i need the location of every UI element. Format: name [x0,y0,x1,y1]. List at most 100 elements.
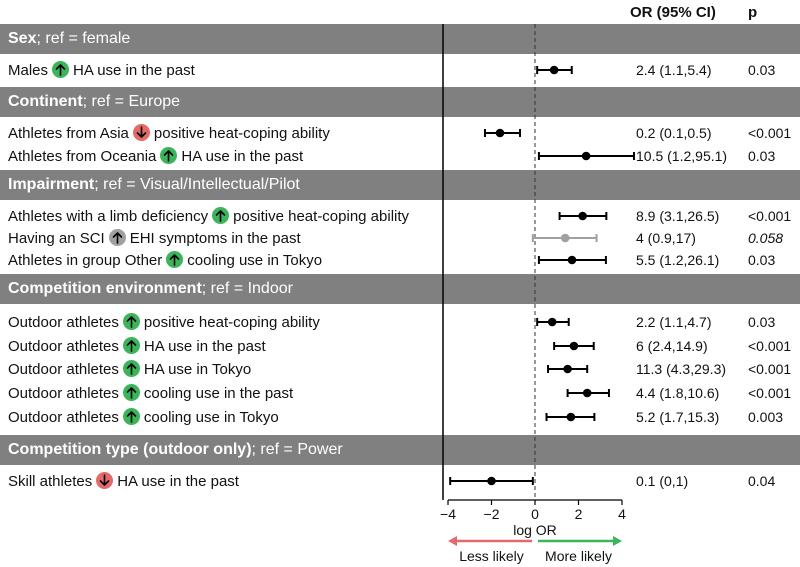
estimate-point [569,341,579,351]
row-label: Outdoor athletes HA use in Tokyo [8,360,251,379]
row-subject: Outdoor athletes [8,314,119,331]
section-header: Competition environment; ref = Indoor [0,274,800,304]
row-outcome: positive heat-coping ability [233,208,410,225]
p-value: 0.03 [748,62,776,78]
section-title: Competition environment [8,280,202,297]
odds-ratio-value: 4 (0.9,17) [636,230,696,246]
row-outcome: positive heat-coping ability [143,314,320,331]
p-value: 0.03 [748,314,776,330]
estimate-point [582,388,592,398]
section-reference: ; ref = Visual/Intellectual/Pilot [94,176,300,193]
estimate-point [566,412,576,422]
arrow-up-icon [122,360,140,377]
estimate-point [560,233,570,243]
estimate-point [563,364,572,374]
estimate-point [581,151,591,161]
row-subject: Outdoor athletes [8,409,119,426]
section-reference: ; ref = Power [251,441,343,458]
p-value: <0.001 [748,361,792,377]
row-subject: Athletes from Oceania [8,148,157,165]
estimate-point [487,476,496,486]
section-reference: ; ref = Indoor [201,280,293,297]
odds-ratio-value: 4.4 (1.8,10.6) [636,385,720,401]
row-label: Males HA use in the past [8,61,195,80]
odds-ratio-value: 2.2 (1.1,4.7) [636,314,712,330]
x-axis-label: log OR [513,522,557,538]
row-label: Outdoor athletes cooling use in Tokyo [8,408,279,427]
section-title: Sex [8,30,37,47]
row-outcome: positive heat-coping ability [153,125,330,142]
odds-ratio-value: 10.5 (1.2,95.1) [636,148,728,164]
estimate-point [495,128,505,138]
row-subject: Athletes in group Other [8,252,163,269]
odds-ratio-value: 5.5 (1.2,26.1) [636,252,720,268]
row-outcome: HA use in Tokyo [143,361,252,378]
odds-ratio-value: 0.1 (0,1) [636,473,689,489]
section-reference: ; ref = female [36,30,131,47]
less-likely-label: Less likely [459,548,524,564]
row-outcome: cooling use in the past [143,385,294,402]
estimate-point [578,211,587,221]
row-subject: Outdoor athletes [8,338,119,355]
arrow-up-icon [160,147,178,164]
section-reference: ; ref = Europe [82,93,181,110]
row-subject: Outdoor athletes [8,361,119,378]
row-outcome: EHI symptoms in the past [129,230,301,247]
section-header: Competition type (outdoor only); ref = P… [0,435,800,465]
section-title: Impairment [8,176,95,193]
row-subject: Males [8,62,49,79]
x-tick-label: 4 [618,506,626,522]
odds-ratio-value: 5.2 (1.7,15.3) [636,409,720,425]
row-outcome: HA use in the past [73,62,195,79]
row-label: Outdoor athletes cooling use in the past [8,384,293,403]
row-label: Athletes from Asia positive heat-coping a… [8,124,330,143]
row-subject: Outdoor athletes [8,385,119,402]
p-value: 0.058 [748,230,784,246]
odds-ratio-value: 2.4 (1.1,5.4) [636,62,712,78]
row-outcome: cooling use in Tokyo [187,252,323,269]
x-tick-label: −2 [484,506,500,522]
row-subject: Skill athletes [8,473,93,490]
row-label: Athletes with a limb deficiency positive … [8,207,409,226]
arrow-down-icon [96,472,114,489]
p-value: <0.001 [748,385,792,401]
p-value: <0.001 [748,208,792,224]
arrow-up-icon [166,251,184,268]
less-likely-arrowhead [448,536,457,546]
row-outcome: cooling use in Tokyo [143,409,279,426]
p-value: 0.03 [748,148,776,164]
row-outcome: HA use in the past [181,148,304,165]
row-label: Skill athletes HA use in the past [8,472,239,491]
section-title: Competition type (outdoor only) [8,441,252,458]
more-likely-label: More likely [545,548,612,564]
section-header: Continent; ref = Europe [0,87,800,117]
arrow-up-icon [122,408,140,425]
row-label: Outdoor athletes positive heat-coping abi… [8,313,320,332]
row-subject: Having an SCI [8,230,105,247]
arrow-down-icon [132,124,150,141]
estimate-point [549,65,559,75]
row-outcome: HA use in the past [143,338,266,355]
p-value: 0.04 [748,473,776,489]
estimate-point [547,317,557,327]
row-subject: Athletes with a limb deficiency [8,208,209,225]
x-tick-label: 2 [575,506,583,522]
row-label: Having an SCI EHI symptoms in the past [8,229,301,248]
arrow-up-icon [108,229,126,246]
p-value: 0.003 [748,409,784,425]
row-outcome: HA use in the past [117,473,239,490]
row-label: Outdoor athletes HA use in the past [8,337,266,356]
arrow-up-icon [212,207,230,224]
row-label: Athletes in group Other cooling use in To… [8,251,322,270]
row-label: Athletes from Oceania HA use in the past [8,147,303,166]
arrow-up-icon [122,313,140,330]
row-subject: Athletes from Asia [8,125,129,142]
p-value: 0.03 [748,252,776,268]
more-likely-arrowhead [613,536,622,546]
section-header: Impairment; ref = Visual/Intellectual/Pi… [0,170,800,200]
estimate-point [567,255,577,265]
p-value: <0.001 [748,125,792,141]
arrow-up-icon [122,337,140,354]
section-header: Sex; ref = female [0,24,800,54]
arrow-up-icon [122,384,140,401]
